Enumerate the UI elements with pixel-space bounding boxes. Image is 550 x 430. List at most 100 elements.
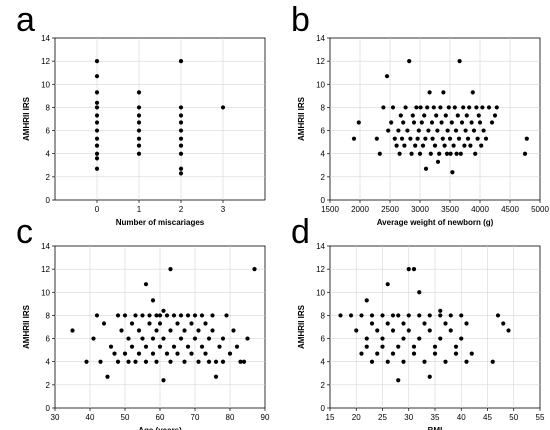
data-point: [411, 120, 417, 125]
data-point: [396, 344, 401, 349]
data-point: [94, 59, 100, 64]
y-tick-label: 2: [46, 173, 51, 182]
data-point: [427, 328, 432, 333]
data-point: [178, 143, 184, 148]
data-point: [470, 90, 475, 95]
data-point: [399, 136, 405, 141]
data-point: [168, 328, 173, 333]
data-point: [453, 351, 459, 356]
data-point: [408, 136, 413, 141]
x-tick-label: 50: [121, 413, 130, 422]
data-point: [150, 298, 156, 303]
data-point: [473, 151, 478, 156]
data-point: [483, 136, 489, 141]
y-tick-label: 10: [41, 288, 50, 297]
x-tick-label: 45: [483, 413, 492, 422]
data-point: [203, 351, 208, 356]
data-point: [196, 328, 201, 333]
data-point: [161, 336, 166, 341]
data-point: [168, 267, 173, 272]
data-point: [459, 313, 464, 318]
data-point: [143, 282, 149, 287]
data-point: [178, 113, 184, 118]
data-point: [136, 128, 142, 133]
data-point: [385, 359, 390, 364]
data-point: [453, 344, 459, 349]
data-point: [440, 136, 445, 141]
data-point: [397, 151, 402, 156]
data-point: [224, 313, 229, 318]
data-point: [405, 128, 410, 133]
data-point: [122, 313, 128, 318]
plot-area: [54, 37, 266, 201]
data-point: [463, 128, 468, 133]
data-point: [464, 113, 469, 118]
data-point: [410, 113, 415, 118]
data-point: [446, 105, 451, 110]
x-axis-label: Average weight of newborn (g): [377, 218, 494, 227]
data-point: [450, 170, 455, 175]
data-point: [140, 336, 145, 341]
data-point: [217, 344, 222, 349]
data-point: [524, 136, 529, 141]
data-point: [427, 374, 432, 379]
data-point: [154, 328, 159, 333]
data-point: [359, 313, 364, 318]
data-point: [406, 313, 411, 318]
data-point: [143, 359, 149, 364]
data-point: [438, 313, 443, 318]
data-point: [422, 113, 427, 118]
data-point: [98, 359, 103, 364]
data-point: [490, 359, 495, 364]
y-tick-label: 0: [321, 404, 326, 413]
data-point: [394, 143, 399, 148]
data-point: [196, 359, 201, 364]
data-point: [356, 120, 361, 125]
y-tick-label: 2: [46, 381, 51, 390]
data-point: [380, 344, 385, 349]
data-point: [94, 143, 100, 148]
x-tick-label: 30: [404, 413, 413, 422]
data-point: [115, 359, 121, 364]
panel-letter-d: d: [291, 213, 310, 251]
data-point: [390, 105, 396, 110]
data-point: [94, 151, 100, 156]
data-point: [396, 128, 401, 133]
data-point: [147, 313, 152, 318]
data-point: [189, 321, 194, 326]
data-point: [464, 359, 469, 364]
data-point: [364, 336, 369, 341]
data-point: [461, 105, 466, 110]
data-point: [136, 136, 142, 141]
data-point: [416, 128, 421, 133]
data-point: [448, 328, 453, 333]
y-tick-label: 8: [321, 311, 326, 320]
data-point: [220, 105, 226, 110]
data-point: [375, 351, 380, 356]
x-tick-label: 25: [378, 413, 387, 422]
data-point: [447, 136, 453, 141]
data-point: [210, 328, 215, 333]
data-point: [182, 359, 187, 364]
data-point: [430, 136, 435, 141]
data-point: [136, 328, 142, 333]
data-point: [469, 351, 474, 356]
data-point: [375, 328, 380, 333]
y-tick-label: 8: [46, 103, 51, 112]
data-point: [178, 120, 184, 125]
x-tick-label: 40: [86, 413, 95, 422]
y-tick-label: 14: [316, 34, 325, 43]
y-tick-label: 6: [321, 127, 326, 136]
data-point: [245, 336, 250, 341]
data-point: [432, 143, 438, 148]
y-axis-label: AMHRII IRS: [297, 304, 306, 349]
panel-letter-c: c: [16, 213, 33, 251]
data-point: [385, 321, 390, 326]
data-point: [489, 120, 495, 125]
data-point: [105, 374, 110, 379]
y-tick-label: 10: [316, 288, 325, 297]
data-point: [143, 344, 149, 349]
data-point: [401, 120, 406, 125]
data-point: [348, 313, 354, 318]
data-point: [471, 128, 477, 133]
